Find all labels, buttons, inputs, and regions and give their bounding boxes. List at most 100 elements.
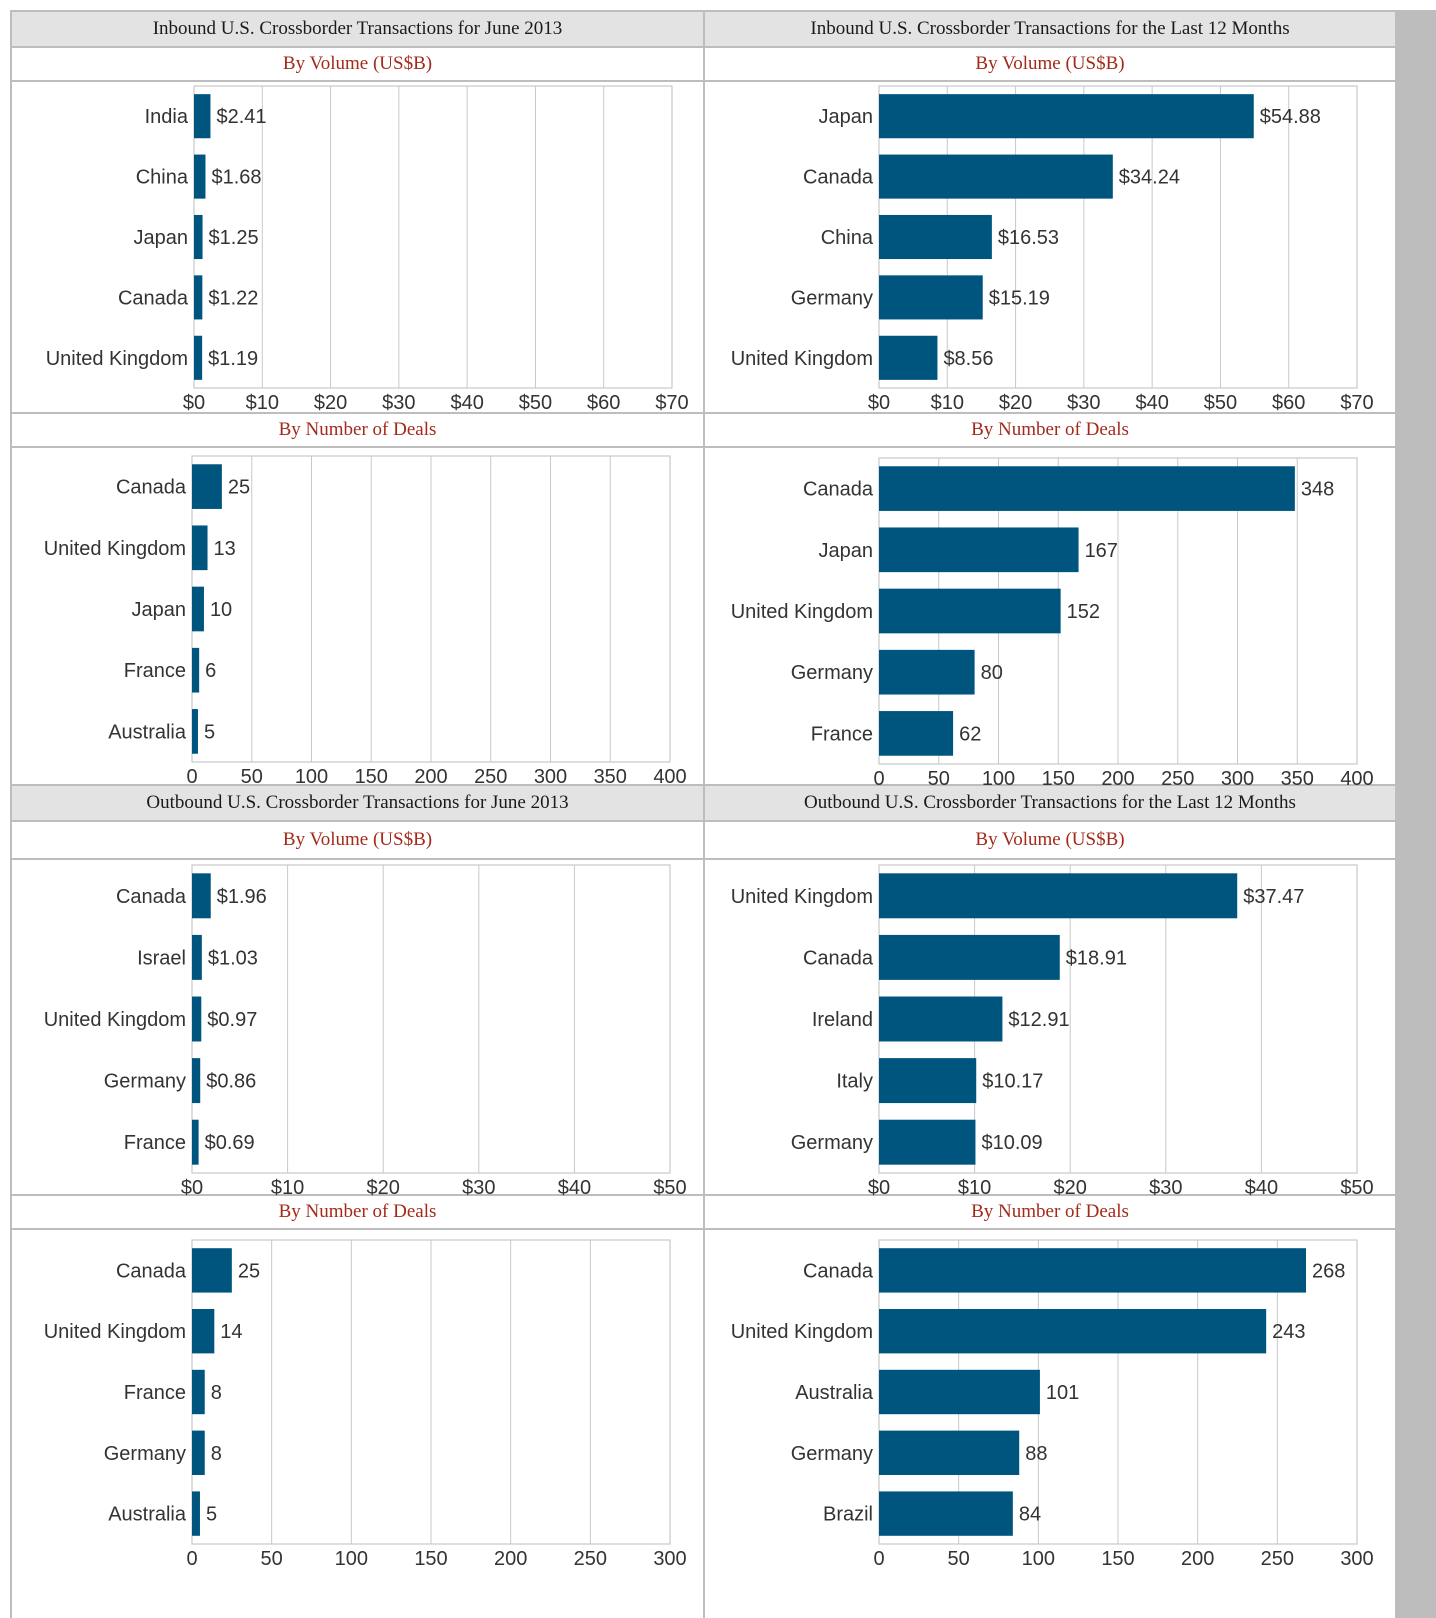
chart-2-1-x-tick-label: 50 <box>261 1548 283 1570</box>
subtitle-inbound-june-deals: By Number of Deals <box>12 414 703 446</box>
chart-0-1-x-tick-label: 250 <box>474 766 507 788</box>
subtitle-outbound-june-deals: By Number of Deals <box>12 1196 703 1228</box>
chart-3-1-bar <box>879 1430 1020 1475</box>
chart-2-1-x-tick-label: 250 <box>574 1548 607 1570</box>
chart-3-1-category-label: Canada <box>803 1260 874 1282</box>
chart-0-0-category-label: Canada <box>118 287 189 309</box>
chart-1-1-x-tick-label: 400 <box>1340 768 1373 790</box>
chart-0-0-category-label: China <box>136 167 189 189</box>
chart-2-0-category-label: Canada <box>116 886 187 908</box>
chart-0-1-bar <box>192 525 208 571</box>
chart-0-1-bar <box>192 647 200 693</box>
chart-0-1-x-tick-label: 0 <box>186 766 197 788</box>
subtitle-inbound-12m-volume: By Volume (US$B) <box>705 48 1395 80</box>
chart-2-1-bar <box>192 1309 215 1354</box>
chart-3-0-value-label: $10.09 <box>981 1132 1042 1154</box>
chart-0-0-x-tick-label: $0 <box>183 392 205 414</box>
chart-0-0-bar <box>194 154 206 199</box>
chart-1-1-svg: Canada 348 Japan 167 United Kingdom 152 German… <box>731 457 1374 790</box>
chart-1-0-x-tick-label: $20 <box>999 392 1032 414</box>
chart-0-0-category-label: United Kingdom <box>46 348 188 370</box>
chart-0-1-svg: Canada 25 United Kingdom 13 Japan 10 France 6 Au… <box>44 455 687 788</box>
chart-2-1-category-label: United Kingdom <box>44 1321 186 1343</box>
chart-3-0-value-label: $18.91 <box>1066 947 1127 969</box>
chart-0-1-x-tick-label: 150 <box>355 766 388 788</box>
chart-0-0-value-label: $1.19 <box>208 348 258 370</box>
chart-3-0-category-label: Canada <box>803 947 874 969</box>
chart-2-1-x-tick-label: 200 <box>494 1548 527 1570</box>
chart-3-1-x-tick-label: 200 <box>1181 1548 1214 1570</box>
chart-3-0-bar <box>879 934 1060 980</box>
chart-0-1-category-label: Australia <box>108 721 187 743</box>
chart-inbound-june-volume: India $2.41 China $1.68 Japan $1.25 Canada $1.2… <box>12 82 703 414</box>
chart-1-0-category-label: Germany <box>791 287 873 309</box>
chart-0-0-bar <box>194 275 203 320</box>
chart-1-1-bar <box>879 466 1295 511</box>
subtitle-outbound-12m-volume: By Volume (US$B) <box>705 822 1395 858</box>
chart-0-1-bar <box>192 709 198 754</box>
chart-2-0-bar <box>192 1058 201 1104</box>
chart-2-0-value-label: $1.96 <box>217 886 267 908</box>
chart-3-1-category-label: Australia <box>795 1382 874 1404</box>
chart-3-1-bar <box>879 1491 1013 1536</box>
chart-1-0-category-label: United Kingdom <box>731 348 873 370</box>
chart-2-0-bar <box>192 1119 199 1165</box>
chart-0-0-x-tick-label: $70 <box>655 392 688 414</box>
chart-2-1-value-label: 8 <box>211 1443 222 1465</box>
section-title-inbound-12m: Inbound U.S. Crossborder Transactions fo… <box>705 12 1395 46</box>
chart-1-0-category-label: Japan <box>819 106 874 128</box>
chart-1-1-bar <box>879 588 1061 634</box>
chart-2-0-bar <box>192 996 202 1042</box>
chart-3-1-value-label: 88 <box>1025 1443 1047 1465</box>
chart-0-0-x-tick-label: $30 <box>382 392 415 414</box>
chart-2-0-x-tick-label: $10 <box>271 1177 304 1199</box>
subtitle-outbound-12m-deals: By Number of Deals <box>705 1196 1395 1228</box>
chart-2-1-category-label: Canada <box>116 1260 187 1282</box>
chart-0-1-category-label: France <box>124 660 186 682</box>
chart-2-0-category-label: Germany <box>104 1071 186 1093</box>
chart-1-0-bar <box>879 94 1254 139</box>
chart-3-1-value-label: 243 <box>1272 1321 1305 1343</box>
chart-outbound-12m-volume: United Kingdom $37.47 Canada $18.91 Ireland $… <box>705 860 1395 1199</box>
chart-3-0-category-label: Germany <box>791 1132 873 1154</box>
chart-0-0-category-label: Japan <box>134 227 189 249</box>
chart-3-1-x-tick-label: 100 <box>1022 1548 1055 1570</box>
chart-1-1-value-label: 80 <box>981 662 1003 684</box>
chart-3-1-x-tick-label: 250 <box>1261 1548 1294 1570</box>
chart-1-1-value-label: 348 <box>1301 479 1334 501</box>
chart-0-0-category-label: India <box>145 106 189 128</box>
chart-3-1-x-tick-label: 150 <box>1101 1548 1134 1570</box>
chart-3-1-category-label: Brazil <box>823 1504 873 1526</box>
chart-1-0-bar <box>879 214 992 260</box>
chart-3-1-x-tick-label: 300 <box>1340 1548 1373 1570</box>
chart-3-0-x-tick-label: $0 <box>868 1177 890 1199</box>
section-title-inbound-june: Inbound U.S. Crossborder Transactions fo… <box>12 12 703 46</box>
chart-1-1-value-label: 152 <box>1067 601 1100 623</box>
chart-0-0-x-tick-label: $60 <box>587 392 620 414</box>
chart-1-1-x-tick-label: 200 <box>1101 768 1134 790</box>
chart-3-1-bar <box>879 1309 1267 1354</box>
chart-1-1-category-label: France <box>811 723 873 745</box>
chart-3-1-svg: Canada 268 United Kingdom 243 Australia 101 Ge… <box>731 1239 1374 1570</box>
chart-3-1-value-label: 268 <box>1312 1260 1345 1282</box>
chart-0-0-svg: India $2.41 China $1.68 Japan $1.25 Canada $1.2… <box>46 85 689 414</box>
chart-2-0-x-tick-label: $40 <box>558 1177 591 1199</box>
chart-0-0-plot-frame <box>193 85 673 389</box>
chart-3-0-x-tick-label: $40 <box>1245 1177 1278 1199</box>
chart-3-0-x-tick-label: $30 <box>1149 1177 1182 1199</box>
chart-3-0-x-tick-label: $50 <box>1340 1177 1373 1199</box>
chart-1-0-value-label: $15.19 <box>989 287 1050 309</box>
chart-inbound-12m-deals: Canada 348 Japan 167 United Kingdom 152 German… <box>705 448 1395 790</box>
chart-0-1-x-tick-label: 350 <box>594 766 627 788</box>
chart-3-1-value-label: 84 <box>1019 1504 1041 1526</box>
chart-0-0-x-tick-label: $40 <box>450 392 483 414</box>
chart-2-0-svg: Canada $1.96 Israel $1.03 United Kingdom $0.9… <box>44 864 687 1199</box>
chart-0-0-x-tick-label: $10 <box>246 392 279 414</box>
chart-3-0-x-tick-label: $20 <box>1054 1177 1087 1199</box>
chart-1-1-category-label: United Kingdom <box>731 601 873 623</box>
chart-2-0-value-label: $1.03 <box>208 947 258 969</box>
chart-1-0-x-tick-label: $50 <box>1204 392 1237 414</box>
chart-1-0-value-label: $34.24 <box>1119 167 1180 189</box>
chart-0-1-category-label: United Kingdom <box>44 538 186 560</box>
section-title-outbound-june: Outbound U.S. Crossborder Transactions f… <box>12 786 703 820</box>
